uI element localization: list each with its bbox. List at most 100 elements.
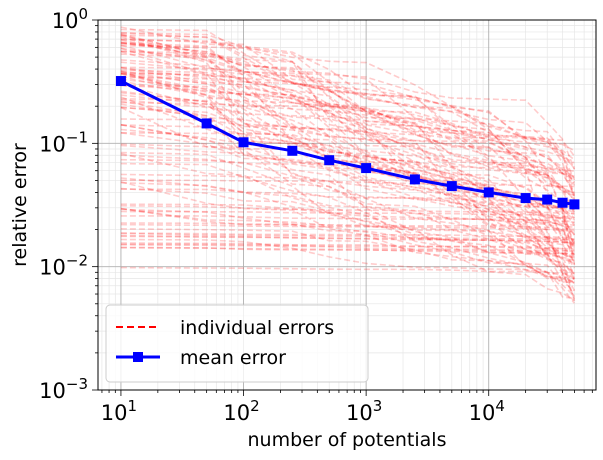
individual-error-line (120, 235, 575, 244)
individual-error-line (120, 103, 575, 197)
individual-error-line (120, 66, 576, 186)
individual-error-line (120, 246, 575, 255)
individual-error-line (120, 53, 576, 213)
mean-error-marker (238, 137, 249, 148)
individual-error-line (120, 106, 575, 274)
individual-error-line (120, 61, 575, 164)
mean-error-series (115, 76, 580, 210)
individual-error-line (120, 70, 576, 265)
individual-error-line (120, 34, 576, 266)
legend-box (105, 304, 369, 383)
individual-error-line (120, 28, 575, 221)
individual-error-line (120, 69, 575, 211)
y-tick-label: 100 (52, 5, 88, 33)
individual-error-line (120, 152, 575, 297)
individual-error-line (120, 173, 575, 214)
individual-error-line (120, 177, 575, 242)
individual-errors-series (120, 26, 576, 304)
individual-error-line (120, 45, 576, 236)
individual-error-line (120, 151, 575, 302)
x-tick-label: 101 (101, 397, 137, 425)
y-axis-label: relative error (9, 143, 31, 267)
individual-error-line (120, 188, 575, 210)
x-tick-label: 104 (469, 397, 505, 425)
mean-error-marker (361, 163, 372, 174)
individual-error-line (120, 32, 576, 157)
individual-error-line (120, 100, 575, 285)
individual-error-line (120, 144, 576, 281)
y-tick-label: 10−3 (39, 375, 88, 403)
x-axis-label: number of potentials (248, 429, 447, 451)
individual-error-line (120, 31, 576, 297)
individual-error-line (120, 234, 575, 245)
individual-error-line (120, 244, 575, 252)
legend-individual-errors-label: individual errors (180, 317, 334, 339)
individual-error-line (120, 187, 575, 272)
individual-error-line (120, 47, 576, 181)
y-axis-ticks: 10−3 10−2 10−1 100 (39, 5, 98, 403)
individual-error-line (120, 232, 575, 240)
individual-error-line (120, 33, 575, 197)
individual-error-line (120, 97, 575, 300)
individual-error-line (120, 243, 575, 252)
individual-error-line (120, 83, 576, 280)
individual-error-line (120, 35, 576, 291)
individual-error-line (120, 42, 575, 280)
individual-error-line (120, 124, 575, 220)
mean-error-marker (287, 145, 298, 156)
individual-error-line (120, 38, 576, 197)
individual-error-line (120, 162, 575, 292)
individual-error-line (120, 91, 575, 275)
mean-error-marker (201, 118, 212, 129)
individual-error-line (120, 204, 575, 215)
individual-error-line (120, 203, 575, 227)
individual-error-line (120, 42, 576, 249)
individual-error-line (120, 78, 575, 266)
individual-error-line (120, 132, 575, 172)
individual-error-line (120, 50, 576, 214)
individual-error-line (120, 181, 575, 262)
individual-error-line (120, 67, 576, 256)
individual-error-line (120, 222, 575, 230)
x-tick-label: 102 (223, 397, 259, 425)
individual-error-line (120, 41, 575, 183)
individual-error-line (120, 41, 576, 248)
individual-error-line (120, 39, 575, 224)
individual-error-line (120, 207, 575, 284)
mean-error-marker (115, 76, 126, 87)
individual-error-line (120, 223, 575, 232)
individual-error-line (120, 26, 576, 200)
individual-error-line (120, 33, 575, 201)
individual-error-line (120, 232, 575, 241)
legend: individual errors mean error (105, 304, 369, 383)
individual-error-line (120, 76, 575, 195)
mean-error-marker (324, 155, 335, 166)
individual-error-line (120, 228, 575, 279)
mean-error-marker (542, 194, 553, 205)
mean-error-marker (409, 174, 420, 185)
individual-error-line (120, 39, 576, 170)
mean-error-marker (483, 187, 494, 198)
individual-error-line (120, 47, 575, 284)
x-tick-label: 103 (346, 397, 382, 425)
mean-error-marker (557, 197, 568, 208)
individual-error-line (120, 101, 575, 176)
y-tick-label: 10−1 (39, 128, 88, 156)
individual-error-line (120, 238, 575, 283)
individual-error-line (120, 242, 575, 250)
individual-error-line (120, 90, 575, 177)
mean-error-marker (520, 193, 531, 204)
individual-error-line (120, 179, 575, 188)
x-axis-ticks: 101 102 103 104 (101, 390, 593, 425)
legend-mean-error-label: mean error (180, 347, 286, 369)
individual-error-line (120, 84, 575, 168)
individual-error-line (120, 106, 575, 248)
individual-error-line (120, 72, 576, 244)
individual-error-line (120, 72, 576, 249)
individual-error-line (120, 154, 575, 259)
individual-error-line (120, 266, 575, 275)
individual-error-line (120, 50, 576, 236)
individual-error-line (120, 132, 576, 269)
individual-error-line (120, 207, 575, 252)
